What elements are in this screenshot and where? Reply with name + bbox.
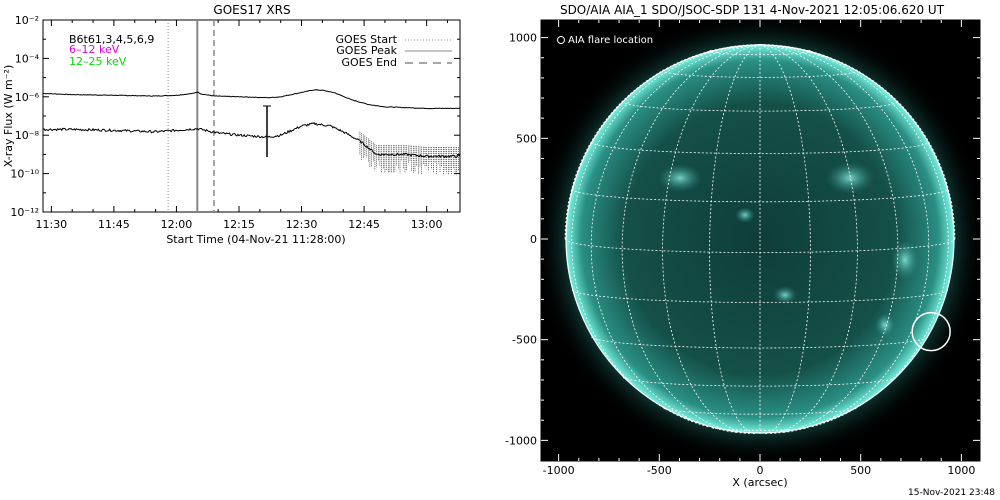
- goes-x-axis-label: Start Time (04-Nov-21 11:28:00): [166, 233, 345, 246]
- goes-y-axis-label: X-ray Flux (W m⁻²): [2, 65, 15, 167]
- y-tick-label: -500: [512, 334, 537, 347]
- x-tick-label: 12:45: [348, 218, 380, 231]
- goes-title: GOES17 XRS: [213, 3, 290, 17]
- grid-meridian: [759, 44, 930, 433]
- active-region: [773, 286, 797, 304]
- y-tick-label: 0: [530, 233, 537, 246]
- band-label-low: 6–12 keV: [69, 43, 120, 56]
- y-tick-label: 10⁻²: [15, 14, 39, 27]
- grid-meridian: [621, 44, 761, 434]
- footer-timestamp: 15-Nov-2021 23:48: [908, 488, 995, 498]
- y-tick-label: 10⁻¹⁰: [10, 168, 39, 181]
- aia-y-axis: 1000 500 0 -500 -1000: [505, 32, 980, 447]
- grid-parallel: [663, 408, 857, 415]
- y-tick-label: 1000: [509, 32, 537, 45]
- series-high-energy: [43, 121, 460, 159]
- grid-parallel: [571, 289, 949, 303]
- x-tick-label: 12:15: [223, 218, 255, 231]
- detector-label: B6t61,3,4,5,6,9: [69, 33, 154, 46]
- goes-y-axis: 10⁻² 10⁻⁴ 10⁻⁶ 10⁻⁸ 10⁻¹⁰ 10⁻¹²: [10, 14, 460, 219]
- x-tick-label: 12:00: [161, 218, 193, 231]
- legend-goes-start: GOES Start: [336, 33, 398, 46]
- legend-flare-icon: [557, 36, 565, 44]
- goes-legend: GOES Start GOES Peak GOES End: [336, 33, 452, 69]
- goes-panel: GOES17 XRS 10⁻² 10⁻⁴ 10⁻⁶ 10⁻⁸ 10⁻¹⁰ 10⁻¹² 11…: [2, 3, 461, 246]
- x-tick-label: 13:00: [411, 218, 443, 231]
- active-region: [735, 207, 755, 223]
- grid-meridian: [759, 44, 811, 435]
- x-tick-label: -500: [647, 464, 672, 477]
- y-tick-label: 10⁻⁴: [15, 52, 40, 65]
- grid-parallel: [591, 336, 929, 349]
- grid-parallel: [564, 238, 956, 253]
- band-label-high: 12–25 keV: [69, 55, 127, 68]
- legend-flare-location: AIA flare location: [568, 35, 653, 46]
- aia-x-axis-label: X (arcsec): [732, 476, 787, 489]
- x-tick-label: 0: [757, 464, 764, 477]
- aia-title: SDO/AIA AIA_1 SDO/JSOC-SDP 131 4-Nov-202…: [560, 3, 945, 17]
- aia-x-axis: -1000 -500 0 500 1000: [543, 20, 975, 477]
- grid-meridian: [571, 44, 761, 428]
- grid-parallel: [571, 188, 949, 203]
- flare-location-marker: [911, 311, 951, 352]
- y-tick-label: 10⁻¹²: [10, 206, 39, 219]
- grid-parallel: [621, 100, 899, 112]
- grid-meridian: [759, 44, 858, 434]
- series-low-energy: [43, 89, 460, 110]
- x-tick-label: 11:45: [98, 218, 130, 231]
- heliographic-grid: [564, 44, 956, 435]
- y-tick-label: -1000: [505, 434, 537, 447]
- x-tick-label: 500: [850, 464, 871, 477]
- grid-meridian: [709, 44, 761, 435]
- active-region: [891, 240, 919, 280]
- grid-parallel: [709, 49, 811, 56]
- y-tick-label: 10⁻⁶: [15, 91, 40, 104]
- grid-parallel: [590, 141, 930, 154]
- legend-goes-end: GOES End: [341, 56, 397, 69]
- x-tick-label: 12:30: [286, 218, 318, 231]
- series-high-energy-noise: [359, 131, 460, 176]
- x-tick-label: 11:30: [35, 218, 67, 231]
- active-region: [658, 164, 702, 192]
- grid-meridian: [759, 44, 899, 434]
- grid-meridian: [590, 44, 761, 433]
- goes-x-axis: 11:30 11:45 12:00 12:15 12:30 12:45 13:00: [35, 20, 448, 231]
- grid-meridian: [759, 44, 949, 428]
- y-tick-label: 10⁻⁸: [15, 129, 40, 142]
- x-tick-label: 1000: [947, 464, 975, 477]
- aia-panel: SDO/AIA AIA_1 SDO/JSOC-SDP 131 4-Nov-202…: [505, 3, 981, 489]
- solar-disk: [566, 45, 954, 433]
- x-tick-label: -1000: [543, 464, 575, 477]
- legend-goes-peak: GOES Peak: [336, 44, 397, 57]
- y-tick-label: 500: [516, 132, 537, 145]
- active-region: [875, 313, 895, 337]
- solar-limb: [565, 44, 955, 434]
- grid-parallel: [622, 377, 898, 387]
- active-region: [826, 162, 874, 194]
- grid-meridian: [662, 44, 761, 434]
- grid-meridian: [759, 44, 956, 240]
